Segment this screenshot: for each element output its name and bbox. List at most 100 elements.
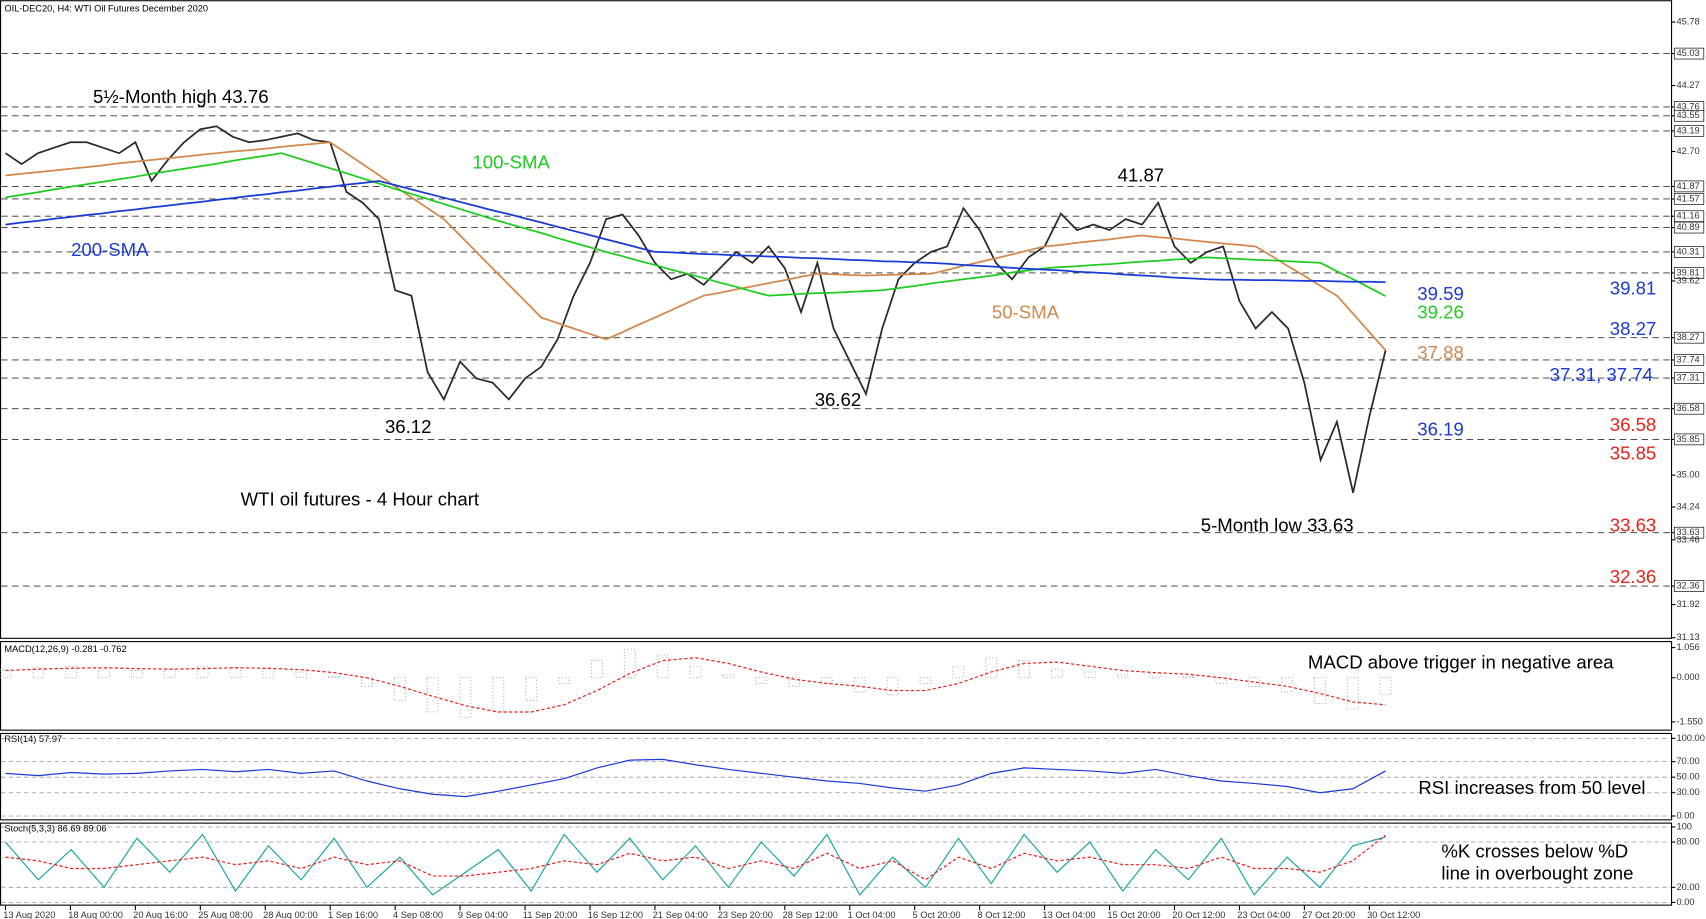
macd-panel: [0, 641, 1673, 731]
main-panel: [0, 0, 1673, 639]
y-tick-box: [1673, 526, 1705, 539]
y-tick-label: 41.16: [1676, 211, 1699, 221]
x-tick-label: 23 Oct 04:00: [1237, 910, 1290, 919]
y-tick-box: [1673, 193, 1705, 205]
y-tick-label: 80.00: [1676, 836, 1699, 846]
annotation: 39.59: [1417, 283, 1464, 304]
annotation: 36.12: [385, 416, 431, 437]
macd-bar: [689, 665, 702, 679]
x-tick-label: 23 Sep 20:00: [718, 910, 773, 919]
annotation: %K crosses below %D: [1441, 841, 1628, 862]
x-tick-label: 4 Sep 08:00: [393, 910, 443, 919]
y-tick-label: 39.62: [1676, 275, 1699, 285]
y-tick-box: [1673, 580, 1705, 592]
y-tick-label: 33.46: [1676, 534, 1699, 544]
macd-bar: [328, 675, 340, 679]
annotation: 36.62: [815, 389, 862, 410]
annotation: RSI increases from 50 level: [1418, 777, 1645, 798]
macd-bar: [919, 677, 932, 684]
y-tick-label: 0.00: [1676, 897, 1694, 907]
macd-bar: [755, 677, 768, 684]
y-tick-label: 20.00: [1676, 882, 1699, 892]
macd-bar: [65, 665, 78, 679]
price-line: [4, 125, 1387, 493]
stoch-panel: [0, 822, 1673, 906]
macd-bar: [459, 677, 472, 719]
y-tick-label: 38.27: [1676, 332, 1699, 342]
x-tick-label: 20 Oct 12:00: [1172, 910, 1225, 919]
macd-bar: [295, 671, 308, 679]
y-tick-label: 100: [1676, 821, 1692, 831]
y-tick-label: 35.00: [1676, 470, 1699, 480]
x-tick-label: 1 Oct 04:00: [848, 910, 896, 919]
y-tick-box: [1673, 180, 1705, 193]
macd-bar: [1379, 677, 1392, 696]
y-tick-label: 37.31: [1676, 372, 1699, 382]
x-tick-label: 16 Sep 12:00: [588, 910, 643, 919]
x-tick-label: 15 Oct 20:00: [1107, 910, 1160, 919]
macd-bar: [131, 670, 143, 679]
x-tick-label: 11 Sep 20:00: [523, 910, 578, 919]
macd-bar: [656, 654, 669, 679]
y-tick-label: -1.550: [1676, 716, 1702, 726]
y-tick-label: 30.00: [1676, 787, 1699, 797]
indicator-line: [5, 834, 1386, 881]
x-tick-label: 21 Sep 04:00: [653, 910, 708, 919]
indicator-line: [5, 657, 1386, 713]
y-tick-label: 100.00: [1676, 733, 1704, 743]
panel-title: Stoch(5,3,3) 86.69 89.06: [4, 824, 106, 834]
annotation: 5-Month low 33.63: [1201, 515, 1354, 536]
macd-bar: [32, 667, 45, 679]
annotation: 32.36: [1610, 566, 1656, 587]
y-tick-box: [1673, 267, 1705, 279]
macd-bar: [1182, 675, 1195, 679]
series-label: 200-SMA: [71, 239, 149, 260]
macd-bar: [1083, 671, 1096, 679]
y-tick-box: [1673, 354, 1705, 366]
macd-bar: [492, 677, 505, 713]
y-tick-label: 41.57: [1676, 193, 1699, 203]
y-tick-label: 35.85: [1676, 434, 1699, 444]
indicator-line: [5, 758, 1386, 798]
price-line: [5, 180, 1386, 284]
x-tick-label: 8 Oct 12:00: [977, 910, 1025, 919]
y-tick-label: 43.19: [1676, 125, 1699, 135]
y-tick-label: 44.27: [1676, 80, 1699, 90]
x-tick-label: 13 Aug 2020: [3, 910, 55, 919]
x-tick-label: 5 Oct 20:00: [913, 910, 961, 919]
y-tick-label: 41.87: [1676, 181, 1699, 191]
y-tick-label: 45.03: [1676, 48, 1699, 58]
macd-bar: [229, 667, 242, 679]
x-tick-label: 20 Aug 16:00: [133, 910, 188, 919]
price-line: [5, 152, 1386, 297]
y-tick-label: 31.92: [1676, 599, 1699, 609]
annotation: WTI oil futures - 4 Hour chart: [241, 488, 480, 509]
y-tick-box: [1673, 433, 1705, 446]
x-tick-label: 30 Oct 12:00: [1367, 910, 1420, 919]
y-tick-label: 0.00: [1676, 810, 1694, 820]
annotation: line in overbought zone: [1441, 862, 1633, 883]
y-tick-box: [1673, 47, 1705, 60]
series-label: 50-SMA: [992, 301, 1060, 322]
indicator-line: [5, 833, 1386, 896]
panel-title: OIL-DEC20, H4: WTI Oil Futures December …: [4, 3, 208, 13]
y-tick-box: [1673, 125, 1705, 137]
y-tick-label: 36.58: [1676, 403, 1699, 413]
y-tick-box: [1673, 402, 1705, 415]
annotation: 37.31, 37.74: [1550, 364, 1653, 385]
y-tick-label: 40.89: [1676, 222, 1699, 232]
macd-bar: [886, 677, 899, 696]
y-tick-box: [1673, 331, 1705, 344]
y-tick-label: 70.00: [1676, 756, 1699, 766]
y-tick-box: [1673, 109, 1705, 122]
macd-bar: [1018, 660, 1031, 679]
macd-bar: [196, 665, 209, 679]
x-tick-label: 13 Oct 04:00: [1042, 910, 1095, 919]
panel-title: RSI(14) 57.97: [4, 734, 62, 744]
annotation: 36.19: [1417, 418, 1464, 439]
y-tick-label: 34.24: [1676, 502, 1699, 512]
y-tick-label: 43.55: [1676, 110, 1699, 120]
x-tick-label: 1 Sep 16:00: [328, 910, 378, 919]
